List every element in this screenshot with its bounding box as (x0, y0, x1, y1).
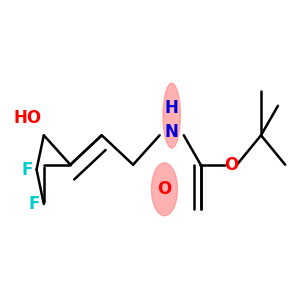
Text: F: F (21, 160, 33, 178)
Text: HO: HO (13, 110, 41, 128)
Text: H: H (165, 99, 179, 117)
Text: O: O (224, 156, 238, 174)
Text: F: F (28, 195, 40, 213)
Ellipse shape (163, 83, 180, 148)
Text: O: O (158, 180, 172, 198)
Ellipse shape (152, 163, 178, 216)
Text: N: N (165, 123, 179, 141)
